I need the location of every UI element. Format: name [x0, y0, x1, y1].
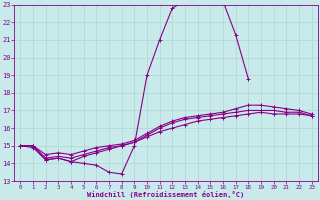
X-axis label: Windchill (Refroidissement éolien,°C): Windchill (Refroidissement éolien,°C) [87, 191, 244, 198]
